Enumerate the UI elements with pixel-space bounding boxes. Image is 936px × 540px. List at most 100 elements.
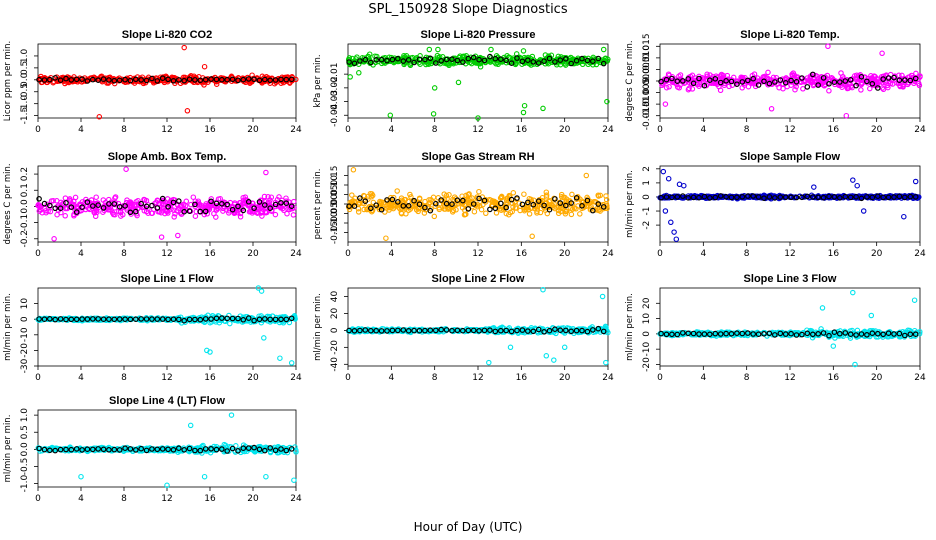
x-tick-label: 24 [290, 249, 302, 259]
data-point [880, 73, 887, 80]
y-tick-label: 0.00 [330, 194, 340, 214]
data-point [93, 194, 99, 200]
data-point [461, 212, 468, 218]
outlier-point [455, 79, 462, 86]
data-point [867, 85, 873, 92]
reference-point [357, 58, 363, 64]
data-point [824, 76, 830, 82]
outlier-point [387, 112, 394, 119]
reference-point [438, 197, 445, 203]
x-tick-label: 12 [161, 249, 172, 259]
reference-point [154, 78, 161, 84]
data-point [276, 194, 282, 200]
x-tick-label: 24 [914, 249, 926, 259]
plot-frame [37, 287, 297, 367]
data-point [503, 210, 510, 217]
y-tick-label: 1 [642, 180, 652, 186]
y-tick-label: -20 [642, 357, 652, 372]
reference-point [508, 196, 515, 203]
data-point [591, 198, 597, 205]
y-axis-label: percent per min. [313, 169, 323, 240]
reference-point [669, 75, 675, 82]
data-point [267, 197, 273, 203]
reference-point [853, 82, 859, 89]
data-point [789, 71, 795, 78]
outlier-point [561, 344, 568, 351]
reference-point [701, 82, 708, 89]
x-tick-label: 4 [700, 373, 706, 383]
data-point [512, 205, 519, 211]
reference-point [256, 77, 263, 84]
outlier-point [261, 335, 267, 341]
reference-point [546, 55, 553, 62]
reference-point [389, 196, 396, 203]
reference-point [411, 59, 417, 66]
outlier-point [843, 112, 850, 119]
outlier-point [662, 208, 669, 214]
data-point [815, 75, 822, 82]
reference-point [240, 207, 247, 214]
data-point [673, 81, 680, 88]
y-tick-label: -2 [642, 221, 652, 230]
reference-point [663, 76, 670, 83]
reference-point [181, 77, 188, 84]
x-tick-label: 8 [121, 249, 127, 259]
data-point [577, 211, 583, 217]
data-point [537, 209, 544, 216]
data-point [431, 213, 438, 220]
plot-frame [659, 287, 921, 367]
x-tick-label: 8 [121, 373, 127, 383]
reference-point [197, 77, 204, 84]
reference-point [804, 84, 811, 90]
reference-point [728, 78, 735, 85]
reference-point [208, 198, 214, 205]
data-point [477, 64, 484, 70]
data-point [192, 213, 199, 219]
reference-point [696, 75, 702, 82]
y-tick-label: -20 [330, 340, 340, 355]
outlier-point [850, 289, 856, 296]
y-tick-label: -0.015 [642, 101, 652, 130]
data-point [509, 208, 515, 215]
reference-point [400, 203, 407, 209]
reference-point [170, 199, 177, 206]
data-point [240, 200, 246, 206]
data-point [449, 209, 456, 215]
data-point [696, 73, 702, 80]
data-point [474, 203, 481, 210]
data-point [503, 59, 510, 66]
data-point [118, 213, 124, 219]
reference-point [84, 78, 91, 84]
reference-point [579, 203, 585, 209]
reference-point [202, 208, 209, 215]
reference-point [90, 203, 96, 209]
reference-point [111, 201, 118, 207]
reference-point [133, 76, 139, 83]
y-tick-label: -0.03 [330, 90, 340, 113]
reference-point [459, 197, 466, 204]
data-point [67, 198, 74, 204]
reference-point [744, 77, 751, 84]
reference-point [864, 78, 870, 85]
y-tick-label: 0.0 [20, 199, 30, 214]
reference-point [36, 76, 42, 83]
reference-point [519, 201, 526, 208]
reference-point [373, 56, 380, 63]
data-point [726, 83, 732, 90]
data-points [657, 289, 923, 368]
x-tick-label: 16 [828, 249, 840, 259]
x-tick-label: 0 [35, 125, 41, 135]
outlier-point [662, 101, 669, 107]
data-point [171, 214, 177, 220]
reference-point [267, 77, 274, 84]
outlier-point [435, 46, 441, 53]
data-point [268, 194, 275, 200]
outlier-point [383, 235, 389, 241]
data-point [256, 205, 262, 212]
reference-point [584, 57, 591, 64]
data-point [908, 72, 915, 79]
outlier-point [96, 114, 103, 120]
